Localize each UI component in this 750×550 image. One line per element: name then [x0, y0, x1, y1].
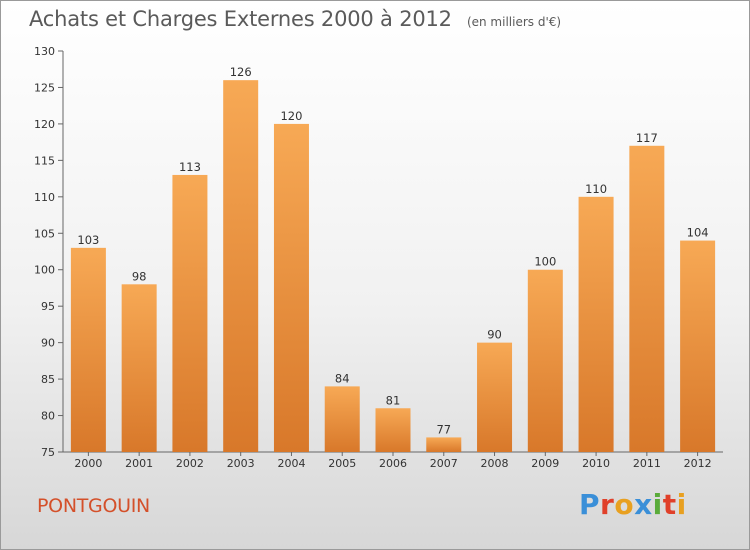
- bar-2008: [477, 342, 513, 452]
- y-tick-label: 90: [41, 337, 55, 350]
- title-row: Achats et Charges Externes 2000 à 2012 (…: [29, 7, 561, 31]
- chart-unit: (en milliers d'€): [466, 15, 562, 29]
- x-tick-label-2004: 2004: [277, 457, 305, 470]
- bar-2006: [375, 408, 411, 452]
- bar-2001: [121, 284, 157, 452]
- value-label-2010: 110: [585, 182, 607, 196]
- bar-2011: [629, 145, 665, 453]
- y-tick-label: 110: [34, 191, 55, 204]
- x-tick-label-2012: 2012: [684, 457, 712, 470]
- y-tick-label: 75: [41, 446, 55, 459]
- x-tick-label-2009: 2009: [531, 457, 559, 470]
- value-label-2008: 90: [487, 328, 502, 342]
- value-label-2009: 100: [534, 255, 556, 269]
- value-label-2011: 117: [636, 131, 658, 145]
- x-tick-label-2000: 2000: [74, 457, 102, 470]
- proxiti-logo: Proxiti: [579, 488, 687, 521]
- value-label-2006: 81: [386, 393, 401, 407]
- x-tick-label-2007: 2007: [430, 457, 458, 470]
- bar-2012: [680, 240, 716, 452]
- logo-letter: o: [614, 488, 635, 521]
- x-tick-label-2003: 2003: [227, 457, 255, 470]
- y-tick-label: 120: [34, 118, 55, 131]
- logo-letter: x: [634, 488, 653, 521]
- chart-title: Achats et Charges Externes 2000 à 2012: [29, 7, 452, 31]
- x-tick-label-2011: 2011: [633, 457, 661, 470]
- y-tick-label: 100: [34, 264, 55, 277]
- value-label-2004: 120: [280, 109, 302, 123]
- value-label-2007: 77: [436, 422, 451, 436]
- x-tick-label-2005: 2005: [328, 457, 356, 470]
- value-label-2012: 104: [687, 226, 709, 240]
- bar-2003: [223, 80, 259, 452]
- bar-2005: [324, 386, 360, 452]
- y-tick-label: 85: [41, 373, 55, 386]
- bar-2002: [172, 174, 208, 453]
- y-tick-label: 130: [34, 45, 55, 58]
- y-tick-label: 80: [41, 410, 55, 423]
- x-tick-label-2006: 2006: [379, 457, 407, 470]
- y-tick-label: 95: [41, 300, 55, 313]
- y-tick-label: 105: [34, 227, 55, 240]
- value-label-2000: 103: [77, 233, 99, 247]
- x-tick-label-2008: 2008: [481, 457, 509, 470]
- logo-letter: t: [662, 488, 677, 521]
- bar-2007: [426, 437, 462, 452]
- x-tick-label-2010: 2010: [582, 457, 610, 470]
- value-label-2003: 126: [230, 65, 252, 79]
- value-label-2002: 113: [179, 160, 201, 174]
- logo-letter: r: [600, 488, 615, 521]
- logo-letter: i: [652, 488, 663, 521]
- bar-2004: [273, 123, 309, 452]
- bar-2009: [527, 269, 563, 452]
- commune-name: PONTGOUIN: [37, 495, 150, 517]
- x-tick-label-2002: 2002: [176, 457, 204, 470]
- y-tick-label: 125: [34, 81, 55, 94]
- value-label-2001: 98: [132, 269, 147, 283]
- value-label-2005: 84: [335, 371, 350, 385]
- y-tick-label: 115: [34, 154, 55, 167]
- logo-letter: P: [579, 488, 601, 521]
- bar-2000: [70, 247, 106, 452]
- bar-2010: [578, 196, 614, 452]
- x-tick-label-2001: 2001: [125, 457, 153, 470]
- logo-letter: i: [676, 488, 687, 521]
